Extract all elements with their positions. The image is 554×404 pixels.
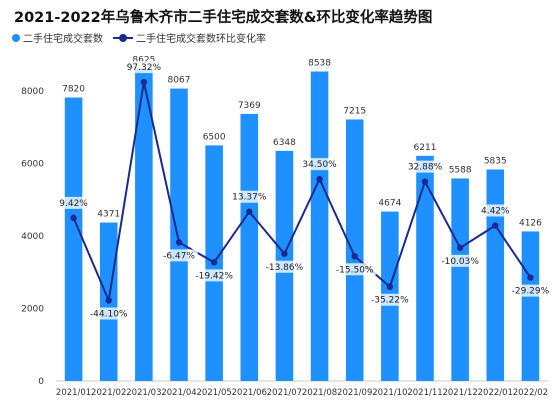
ratio-point (492, 222, 499, 229)
bar (240, 113, 259, 381)
x-tick-label: 2021/08 (302, 388, 337, 398)
ratio-value-label: 97.32% (127, 63, 162, 73)
legend-bar-swatch (12, 33, 20, 42)
ratio-label-bg (125, 61, 163, 74)
ratio-point (421, 178, 429, 185)
bar (451, 178, 469, 381)
ratio-point (140, 78, 148, 86)
ratio-label-bg (230, 190, 269, 203)
legend-line-swatch (113, 33, 133, 42)
ratio-label-bg (262, 260, 307, 273)
y-tick-label: 6000 (21, 160, 44, 170)
bar (345, 119, 364, 382)
ratio-value-label: -44.10% (90, 309, 128, 319)
x-tick-label: 2021/12 (442, 388, 477, 398)
ratio-value-label: -19.42% (195, 271, 233, 281)
ratio-value-label: 9.42% (59, 199, 88, 209)
ratio-label-bg (479, 204, 512, 217)
y-tick-label: 2000 (21, 305, 44, 315)
x-tick-label: 2021/01 (56, 388, 91, 398)
bar (521, 231, 540, 381)
x-tick-label: 2021/07 (267, 388, 302, 398)
ratio-point (316, 175, 323, 183)
ratio-point (527, 274, 534, 281)
bar-value-label: 5835 (484, 156, 507, 166)
ratio-label-bg (368, 293, 412, 306)
ratio-point (70, 214, 77, 222)
ratio-label-bg (87, 307, 131, 320)
bar-value-label: 8067 (168, 76, 191, 86)
legend: 二手住宅成交套数 二手住宅成交套数环比变化率 (12, 30, 276, 45)
y-tick-label: 8000 (21, 87, 44, 97)
bar (310, 71, 329, 381)
ratio-value-label: -29.29% (512, 287, 550, 297)
bar (135, 68, 153, 381)
bar-value-label: 7369 (238, 101, 261, 111)
x-tick-label: 2021/04 (161, 388, 196, 398)
ratio-point (281, 250, 288, 257)
bar-value-label: 6211 (414, 143, 437, 153)
bar-value-label: 6500 (203, 132, 226, 142)
ratio-value-label: -13.86% (266, 263, 304, 273)
ratio-point (351, 253, 358, 260)
bar (64, 97, 83, 382)
ratio-value-label: -15.50% (336, 265, 374, 275)
ratio-value-label: 32.88% (408, 163, 443, 173)
x-tick-label: 2021/09 (337, 388, 372, 398)
ratio-label-bg (192, 269, 236, 282)
bar-value-label: 4371 (97, 210, 120, 220)
bar-value-label: 6348 (273, 138, 296, 148)
ratio-value-label: 34.50% (302, 160, 337, 170)
legend-item-line[interactable]: 二手住宅成交套数环比变化率 (113, 30, 266, 45)
bar (486, 169, 505, 381)
ratio-value-label: 13.37% (232, 193, 267, 203)
x-tick-label: 2021/02 (91, 388, 126, 398)
ratio-label-bg (160, 249, 198, 262)
ratio-label-bg (438, 254, 482, 267)
bar-value-label: 8538 (308, 58, 331, 68)
chart-title: 2021-2022年乌鲁木齐市二手住宅成交套数&环比变化率趋势图 (14, 10, 433, 26)
ratio-point (246, 208, 253, 215)
ratio-value-label: -6.47% (163, 251, 195, 261)
bar-value-label: 7215 (343, 106, 366, 116)
ratio-value-label: -10.03% (441, 257, 479, 267)
bar-value-label: 8625 (132, 55, 155, 65)
x-tick-label: 2021/11 (407, 388, 442, 398)
ratio-label-bg (508, 284, 553, 297)
ratio-value-label: -35.22% (371, 296, 409, 306)
bar-value-label: 5588 (449, 165, 472, 175)
ratio-label-bg (406, 160, 444, 173)
ratio-point (105, 297, 112, 304)
x-tick-label: 2021/03 (126, 388, 161, 398)
x-tick-label: 2022/02 (513, 388, 548, 398)
ratio-label-bg (57, 196, 90, 209)
bar-value-label: 4126 (519, 218, 542, 228)
ratio-label-bg (300, 158, 339, 171)
x-tick-label: 2021/06 (232, 388, 267, 398)
x-tick-label: 2022/01 (478, 388, 513, 398)
bar (170, 88, 188, 381)
bar-value-label: 7820 (62, 85, 85, 95)
ratio-line (72, 81, 532, 305)
x-tick-label: 2021/05 (196, 388, 231, 398)
y-tick-label: 0 (38, 377, 44, 387)
bar-value-label: 4674 (378, 199, 401, 209)
ratio-point (456, 244, 464, 252)
y-tick-label: 4000 (21, 232, 44, 242)
legend-bar-label: 二手住宅成交套数 (23, 34, 103, 45)
ratio-value-label: 4.42% (481, 207, 510, 217)
x-tick-label: 2021/10 (372, 388, 407, 398)
ratio-point (386, 283, 394, 290)
ratio-point (210, 259, 218, 266)
legend-item-bars[interactable]: 二手住宅成交套数 (12, 30, 103, 45)
ratio-label-bg (333, 263, 377, 276)
legend-line-label: 二手住宅成交套数环比变化率 (136, 34, 266, 45)
ratio-point (175, 239, 183, 246)
bar (416, 155, 434, 381)
